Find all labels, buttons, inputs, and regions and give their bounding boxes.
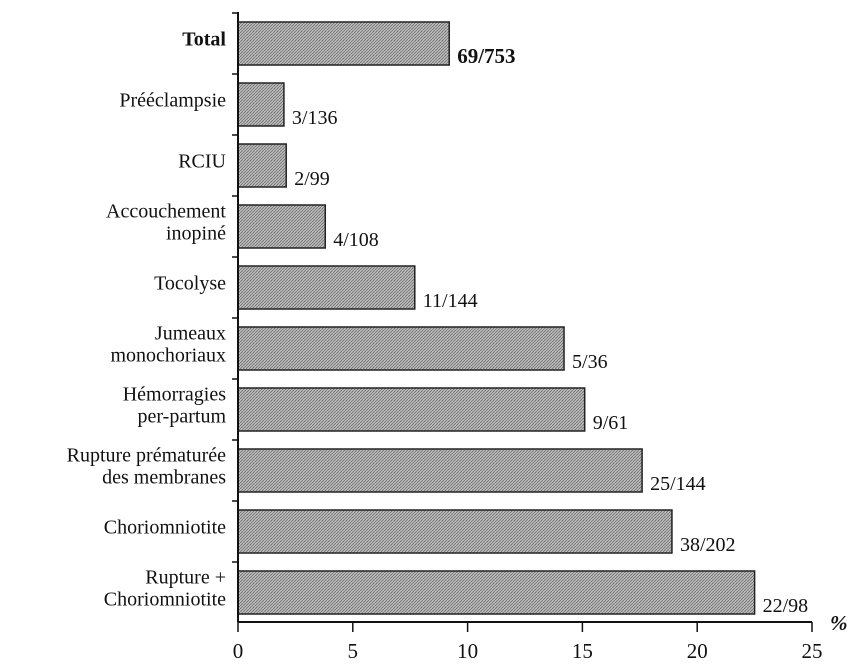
x-tick-label: 0 — [233, 639, 244, 663]
value-label-8: 38/202 — [680, 534, 736, 556]
bar-2 — [237, 143, 287, 188]
category-label-line: Prééclampsie — [119, 90, 226, 112]
x-tick-label: 15 — [572, 639, 593, 663]
category-label-4: Tocolyse — [154, 273, 226, 295]
category-label-0: Total — [182, 29, 226, 51]
x-unit-label: % — [830, 611, 848, 635]
bar-8 — [237, 509, 673, 554]
category-label-7: Rupture prématurée des membranes — [67, 445, 227, 489]
value-label-4: 11/144 — [423, 290, 478, 312]
category-label-line: RCIU — [178, 151, 226, 173]
category-label-line: Rupture prématurée — [67, 445, 226, 467]
bar-6 — [237, 387, 586, 432]
bar-1 — [237, 82, 285, 127]
category-label-2: RCIU — [178, 151, 226, 173]
bars-layer — [237, 21, 756, 615]
category-label-line: Jumeaux — [155, 323, 226, 345]
category-label-line: monochoriaux — [110, 345, 226, 367]
value-label-7: 25/144 — [650, 473, 706, 495]
category-label-9: Rupture + Choriomniotite — [104, 567, 226, 611]
x-tick-label: 10 — [457, 639, 478, 663]
category-label-line: des membranes — [102, 467, 226, 489]
category-label-line: per-partum — [138, 406, 227, 428]
category-label-6: Hémorragies per-partum — [123, 384, 227, 428]
value-label-0: 69/753 — [457, 44, 515, 68]
value-label-2: 2/99 — [294, 168, 330, 190]
bar-4 — [237, 265, 416, 310]
category-label-line: Choriomniotite — [104, 517, 226, 539]
bar-7 — [237, 448, 643, 493]
labels-layer: Total 69/753 Prééclampsie 3/136 RCIU 2/99 Acco… — [67, 29, 809, 618]
axis-layer — [237, 12, 812, 623]
bar-9 — [237, 570, 756, 615]
value-label-3: 4/108 — [333, 229, 379, 251]
category-label-8: Choriomniotite — [104, 517, 226, 539]
value-label-6: 9/61 — [593, 412, 629, 434]
category-label-line: Tocolyse — [154, 273, 226, 295]
bar-3 — [237, 204, 326, 249]
x-tick-label: 5 — [348, 639, 359, 663]
category-label-line: Total — [182, 29, 226, 51]
x-tick-label: 25 — [802, 639, 823, 663]
bar-0 — [237, 21, 450, 66]
category-label-5: Jumeaux monochoriaux — [110, 323, 226, 367]
x-ticks-layer: 0 5 10 15 20 25 — [232, 12, 823, 663]
category-label-line: Rupture + — [145, 567, 226, 589]
value-label-1: 3/136 — [292, 107, 338, 129]
value-label-9: 22/98 — [763, 595, 809, 617]
category-label-3: Accouchement inopiné — [106, 201, 226, 245]
category-label-line: Choriomniotite — [104, 589, 226, 611]
category-label-line: Hémorragies — [123, 384, 227, 406]
value-label-5: 5/36 — [572, 351, 608, 373]
category-label-1: Prééclampsie — [119, 90, 226, 112]
x-tick-label: 20 — [687, 639, 708, 663]
category-label-line: Accouchement — [106, 201, 226, 223]
bar-5 — [237, 326, 565, 371]
category-label-line: inopiné — [166, 223, 226, 245]
